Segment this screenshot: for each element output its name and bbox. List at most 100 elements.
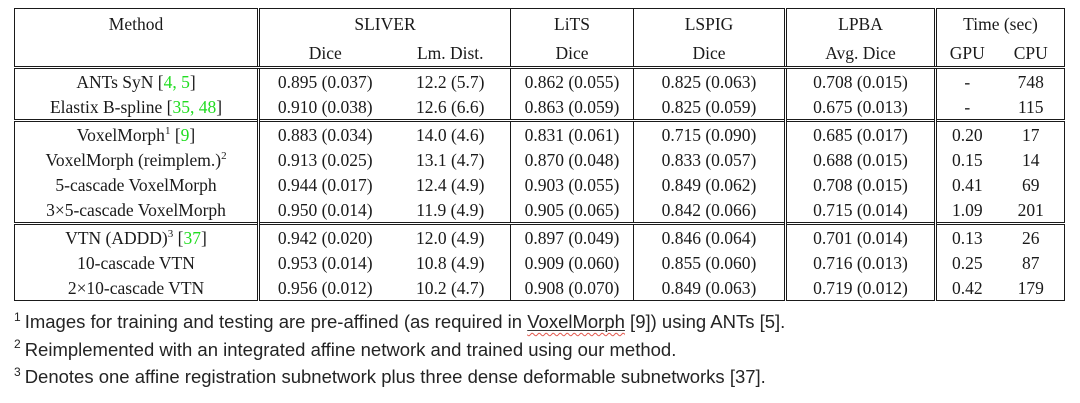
col-header-lspig-dice: Dice [633,39,786,69]
lpba-avgdice-cell: 0.719 (0.012) [784,275,936,301]
method-label: [ [173,227,184,248]
lpba-avgdice-cell: 0.685 (0.017) [784,119,936,147]
table-header: Method SLIVER LiTS LSPIG LPBA Time (sec)… [14,8,1065,69]
cpu-time-cell: 26 [997,222,1065,250]
gpu-time-cell: 0.41 [934,172,998,197]
method-label: 3×5-cascade VoxelMorph [46,199,226,220]
col-header-time: Time (sec) [933,8,1065,39]
cpu-time-cell: 14 [1022,149,1040,170]
method-label: ] [216,96,223,117]
sliver-dice-cell: 0.895 (0.037) [257,67,391,94]
method-label: ] [189,124,196,145]
lits-dice-cell: 0.870 (0.048) [510,147,634,172]
sliver-lmdist-cell: 12.6 (6.6) [415,96,485,117]
footnote-marker: 2 [14,337,21,352]
method-superscript: 1 [164,124,171,137]
citation-ref: 37 [183,227,201,248]
lspig-dice-cell: 0.825 (0.063) [633,67,786,94]
cpu-time-cell: 69 [1022,174,1040,195]
lpba-avgdice-cell: 0.708 (0.015) [784,67,936,94]
method-label: VTN (ADDD) [65,227,168,248]
lits-dice-cell: 0.862 (0.055) [510,67,634,94]
gpu-time-cell: - [934,94,998,121]
citation-ref: 9 [180,124,190,145]
gpu-time-cell: - [934,67,998,94]
gpu-time-cell: 0.15 [934,147,998,172]
sliver-dice-cell: 0.944 (0.017) [257,172,391,197]
table-row: ANTs SyN [4, 5] 0.895 (0.037) 12.2 (5.7) 0.… [15,67,1065,94]
method-label: ] [189,71,196,92]
lspig-dice-cell: 0.855 (0.060) [633,250,786,275]
col-header-lits: LiTS [510,8,634,39]
method-cell: 5-cascade VoxelMorph [15,172,259,197]
method-label: ] [200,227,207,248]
method-superscript: 3 [167,227,174,240]
sliver-lmdist-cell: 12.2 (5.7) [415,71,485,92]
lspig-dice-cell: 0.833 (0.057) [633,147,786,172]
method-cell: VTN (ADDD)3 [37] [14,222,259,250]
footnote: 2 Reimplemented with an integrated affine… [14,336,1064,364]
table-row: 3×5-cascade VoxelMorph 0.950 (0.014) 11.9 … [15,197,1065,224]
method-label: VoxelMorph [76,124,165,145]
col-header-lits-dice: Dice [510,39,634,69]
lspig-dice-cell: 0.849 (0.062) [633,172,786,197]
gpu-time-cell: 0.42 [934,275,998,301]
col-header-lpba: LPBA [784,8,936,39]
table-row: 10-cascade VTN 0.953 (0.014) 10.8 (4.9) 0.9… [15,250,1065,275]
results-table: Method SLIVER LiTS LSPIG LPBA Time (sec)… [14,8,1066,301]
table-row: VTN (ADDD)3 [37] 0.942 (0.020) 12.0 (4.9) 0… [14,222,1065,250]
lpba-avgdice-cell: 0.715 (0.014) [784,197,936,224]
cpu-time-cell: 201 [1017,199,1044,220]
sliver-lmdist-cell: 11.9 (4.9) [416,199,485,220]
gpu-time-cell: 0.13 [934,222,998,250]
lpba-avgdice-cell: 0.688 (0.015) [784,147,936,172]
method-cell: 10-cascade VTN [15,250,259,275]
method-label: Elastix B-spline [ [49,96,173,117]
footnote: 1 Images for training and testing are pre… [14,308,1064,336]
footnote: 3 Denotes one affine registration subnetw… [14,363,1064,391]
citation-ref: 4, 5 [163,71,190,92]
header-row-datasets: Method SLIVER LiTS LSPIG LPBA Time (sec) [14,8,1065,69]
sliver-lmdist-cell: 12.4 (4.9) [415,174,485,195]
lspig-dice-cell: 0.842 (0.066) [633,197,786,224]
method-cell: 2×10-cascade VTN [15,275,259,301]
sliver-lmdist-cell: 13.1 (4.7) [415,149,485,170]
footnote-text: VoxelMorph [527,311,625,332]
citation-ref: 35, 48 [172,96,217,117]
sliver-lmdist-cell: 10.2 (4.7) [415,277,485,298]
sliver-lmdist-cell: 10.8 (4.9) [415,252,485,273]
method-superscript: 2 [221,149,227,162]
lspig-dice-cell: 0.825 (0.059) [633,94,786,121]
cpu-time-cell: 115 [1017,96,1044,117]
col-header-method: Method [14,8,259,69]
sliver-dice-cell: 0.953 (0.014) [257,250,391,275]
method-label: 5-cascade VoxelMorph [55,174,217,195]
table-row: VoxelMorph1 [9] 0.883 (0.034) 14.0 (4.6) 0.… [14,119,1065,147]
gpu-time-cell: 0.20 [934,119,998,147]
table-row: 2×10-cascade VTN 0.956 (0.012) 10.2 (4.7) 0… [15,275,1065,301]
footnote-text: Images for training and testing are pre-… [24,311,528,332]
sliver-dice-cell: 0.913 (0.025) [257,147,391,172]
footnote-marker: 1 [14,309,21,324]
lits-dice-cell: 0.831 (0.061) [510,119,634,147]
spellcheck-underlined-word: VoxelMorph [527,311,625,332]
footnote-text: Denotes one affine registration subnetwo… [24,366,766,387]
col-header-sliver-lmdist: Lm. Dist. [390,39,511,69]
cpu-time-cell: 17 [997,119,1065,147]
lits-dice-cell: 0.909 (0.060) [510,250,634,275]
lpba-avgdice-cell: 0.716 (0.013) [784,250,936,275]
footnote-text: [9]) using ANTs [5]. [624,311,786,332]
header-row-metrics: Dice Lm. Dist. Dice Dice Avg. Dice GPU C… [15,39,1065,69]
lspig-dice-cell: 0.846 (0.064) [633,222,786,250]
sliver-dice-cell: 0.950 (0.014) [257,197,391,224]
method-cell: Elastix B-spline [35, 48] [15,94,259,121]
col-header-cpu: CPU [997,39,1065,69]
method-cell: 3×5-cascade VoxelMorph [15,197,259,224]
lits-dice-cell: 0.903 (0.055) [510,172,634,197]
table-body: ANTs SyN [4, 5] 0.895 (0.037) 12.2 (5.7) 0.… [14,67,1065,301]
col-header-lpba-avgdice: Avg. Dice [784,39,936,69]
cpu-time-cell: 87 [1022,252,1040,273]
col-header-sliver-dice: Dice [257,39,391,69]
method-label: [ [170,124,181,145]
